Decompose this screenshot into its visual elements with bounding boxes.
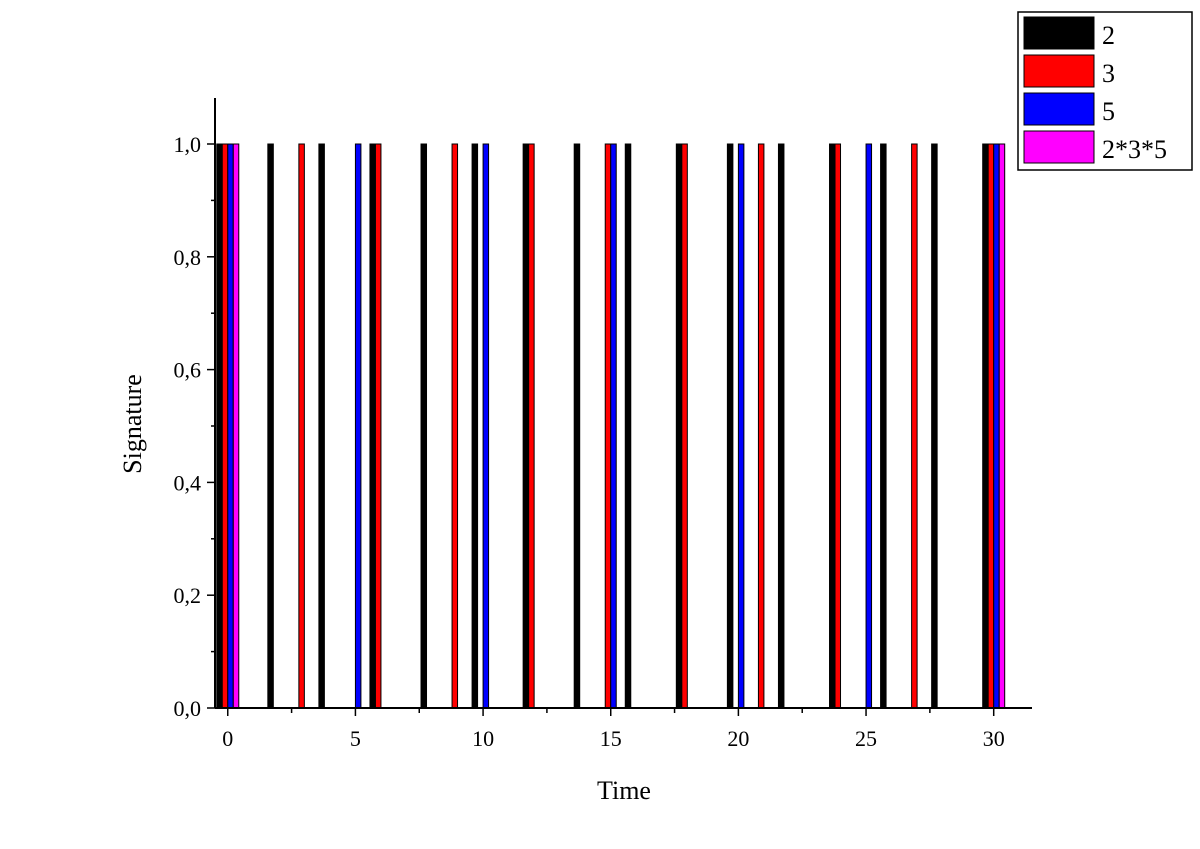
legend-label: 2 <box>1102 21 1115 50</box>
y-axis-title: Signature <box>118 374 147 474</box>
bar-2-t30 <box>982 143 989 709</box>
bar-5-t15 <box>610 143 617 709</box>
bar-2-t28 <box>931 143 938 709</box>
legend-label: 3 <box>1102 59 1115 88</box>
bar-2-t20 <box>726 143 734 709</box>
bar-2-t0 <box>216 143 223 709</box>
bar-3-t27 <box>911 143 918 709</box>
bar-2-t24 <box>829 143 836 709</box>
legend-swatch <box>1023 130 1095 164</box>
bar-5-t5 <box>354 143 362 709</box>
bar-3-t21 <box>757 143 765 709</box>
axes-layer: 0,0 0,2 0,4 0,6 0,8 1,0 0 5 10 15 20 25 30 <box>174 98 1032 751</box>
bar-5-t30 <box>993 143 1000 709</box>
bar-3-t18 <box>681 143 688 709</box>
bar-3-t24 <box>834 143 842 709</box>
bar-2-t14 <box>573 143 581 709</box>
legend-label: 5 <box>1102 97 1115 126</box>
bar-2-t4 <box>318 143 325 709</box>
bar-2-t6 <box>369 143 376 709</box>
y-tick-label: 0,0 <box>174 696 202 721</box>
y-tick-label: 0,4 <box>174 470 202 495</box>
y-tick-label: 1,0 <box>174 132 202 157</box>
x-tick-label: 15 <box>600 726 622 751</box>
bar-3-t3 <box>298 143 305 709</box>
bar-2-t22 <box>777 143 785 709</box>
bar-2x3x5-t0 <box>232 143 240 709</box>
bars-layer <box>216 143 1006 709</box>
bar-3-t9 <box>451 143 459 709</box>
bar-2x3x5-t30 <box>998 143 1006 709</box>
bar-5-t10 <box>482 143 490 709</box>
bar-5-t20 <box>737 143 745 709</box>
bar-2-t16 <box>624 143 632 709</box>
bar-2-t2 <box>267 143 274 709</box>
bar-2-t26 <box>880 143 887 709</box>
x-tick-label: 5 <box>350 726 361 751</box>
legend-swatch <box>1023 16 1095 50</box>
bar-5-t25 <box>865 143 873 709</box>
legend: 2 3 5 2*3*5 <box>1017 11 1193 171</box>
x-tick-label: 10 <box>472 726 494 751</box>
x-tick-label: 20 <box>727 726 749 751</box>
x-tick-label: 25 <box>855 726 877 751</box>
x-tick-label: 0 <box>222 726 233 751</box>
bar-3-t15 <box>604 143 612 709</box>
bar-2-t8 <box>420 143 428 709</box>
bar-5-t0 <box>227 143 234 709</box>
bar-2-t10 <box>471 143 479 709</box>
bar-2-t18 <box>675 143 683 709</box>
x-tick-label: 30 <box>983 726 1005 751</box>
bar-3-t12 <box>528 143 535 709</box>
legend-label: 2*3*5 <box>1102 135 1167 164</box>
bar-3-t6 <box>374 143 382 709</box>
x-axis-title: Time <box>597 776 651 805</box>
bar-3-t30 <box>987 143 995 709</box>
legend-swatch <box>1023 92 1095 126</box>
bar-2-t12 <box>522 143 530 709</box>
bar-3-t0 <box>221 143 229 709</box>
y-tick-label: 0,2 <box>174 583 202 608</box>
y-tick-label: 0,8 <box>174 245 202 270</box>
legend-swatch <box>1023 54 1095 88</box>
y-tick-label: 0,6 <box>174 358 202 383</box>
